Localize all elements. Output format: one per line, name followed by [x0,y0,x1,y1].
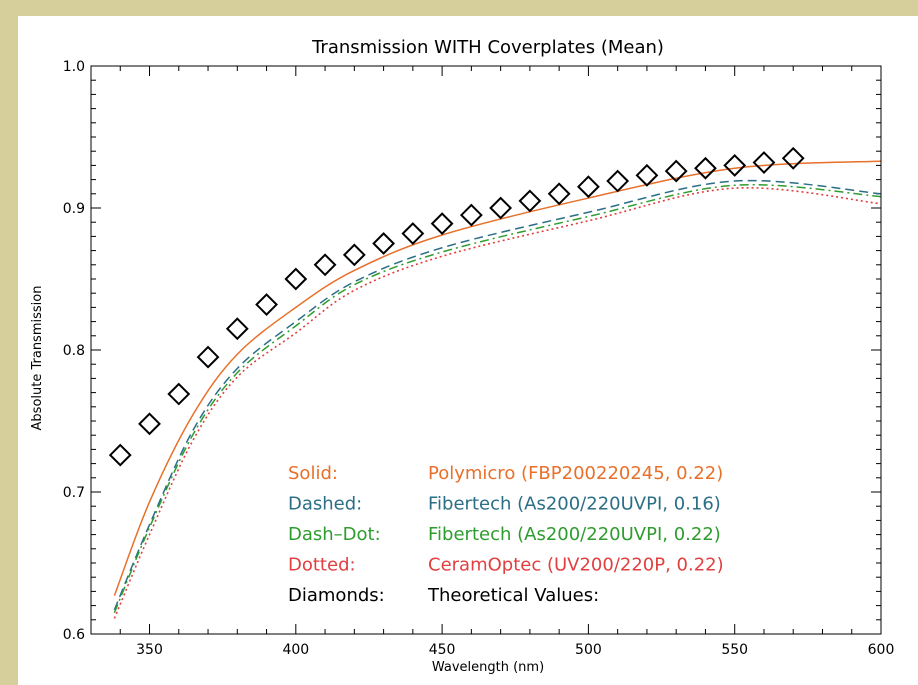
theoretical-value-diamond [108,443,132,467]
theoretical-value-diamond [576,175,600,199]
theoretical-value-diamond [518,189,542,213]
series-line-dashed [113,179,882,611]
theoretical-value-diamond [167,382,191,406]
theoretical-value-diamond [196,345,220,369]
y-tick-label: 1.0 [63,59,85,75]
theoretical-value-diamond [313,253,337,277]
theoretical-value-diamond [781,146,805,170]
transmission-chart: Transmission WITH Coverplates (Mean) Abs… [30,37,895,675]
legend-style-label: Dashed: [288,494,362,515]
theoretical-value-diamond [225,317,249,341]
series-line-dotted [113,186,882,619]
y-axis-label: Absolute Transmission [30,286,45,431]
theoretical-value-diamond [342,243,366,267]
x-tick-label: 550 [721,642,748,658]
theoretical-value-diamond [606,169,630,193]
theoretical-value-diamond [752,151,776,174]
legend-style-label: Diamonds: [288,585,385,606]
series-line-solid [113,160,882,596]
theoretical-value-diamond [489,196,513,220]
x-axis-label: Wavelength (nm) [432,660,544,675]
theoretical-value-diamond [459,203,483,227]
x-tick-label: 500 [575,642,602,658]
theoretical-value-diamond [372,232,396,255]
y-tick-label: 0.8 [63,343,85,359]
x-tick-label: 400 [282,642,309,658]
legend-style-label: Solid: [288,463,338,484]
x-tick-label: 600 [868,642,895,658]
legend-description: CeramOptec (UV200/220P, 0.22) [428,555,724,576]
chart-title: Transmission WITH Coverplates (Mean) [311,37,664,58]
x-tick-label: 450 [429,642,456,658]
plot-area-frame [90,65,882,635]
theoretical-value-diamond [430,212,454,236]
theoretical-value-diamond [635,163,659,187]
legend-style-label: Dotted: [288,555,356,576]
legend-description: Fibertech (As200/220UVPI, 0.16) [428,494,721,515]
theoretical-value-diamond [138,412,161,436]
theoretical-value-diamond [255,293,278,316]
series-line-dashdot [113,184,882,613]
y-tick-label: 0.7 [63,485,85,501]
legend-style-label: Dash–Dot: [288,524,381,545]
theoretical-value-diamond [284,267,308,291]
chart-panel: Transmission WITH Coverplates (Mean) Abs… [18,16,918,685]
theoretical-value-diamond [664,159,688,183]
theoretical-value-diamond [401,222,425,245]
y-tick-label: 0.9 [63,201,85,217]
theoretical-value-diamond [694,156,717,180]
legend-description: Polymicro (FBP200220245, 0.22) [428,463,723,484]
theoretical-value-diamond [547,182,571,206]
legend-description: Theoretical Values: [427,585,599,606]
legend-description: Fibertech (As200/220UVPI, 0.22) [428,524,721,545]
theoretical-value-diamond [723,153,747,177]
y-tick-label: 0.6 [63,627,85,643]
x-tick-label: 350 [136,642,163,658]
